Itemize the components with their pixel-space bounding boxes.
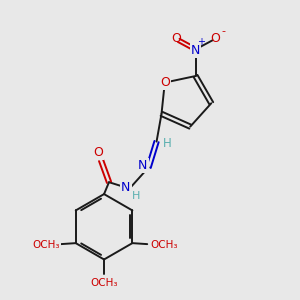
Text: OCH₃: OCH₃ <box>90 278 118 288</box>
Text: -: - <box>221 26 225 36</box>
Text: OCH₃: OCH₃ <box>150 240 178 250</box>
Text: +: + <box>197 37 206 47</box>
Text: N: N <box>191 44 200 57</box>
Text: O: O <box>160 76 170 89</box>
Text: H: H <box>163 137 172 150</box>
Text: N: N <box>121 181 130 194</box>
Text: O: O <box>171 32 181 45</box>
Text: OCH₃: OCH₃ <box>32 240 60 250</box>
Text: O: O <box>93 146 103 159</box>
Text: N: N <box>138 159 147 172</box>
Text: O: O <box>210 32 220 45</box>
Text: H: H <box>132 191 140 201</box>
